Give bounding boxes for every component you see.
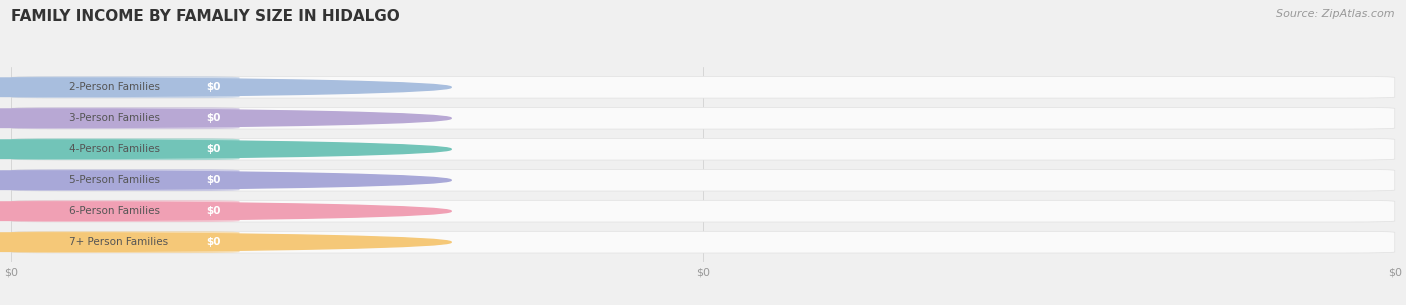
FancyBboxPatch shape xyxy=(194,141,232,158)
FancyBboxPatch shape xyxy=(11,200,1395,222)
Text: $0: $0 xyxy=(207,175,221,185)
FancyBboxPatch shape xyxy=(194,203,232,220)
Text: 5-Person Families: 5-Person Families xyxy=(69,175,160,185)
FancyBboxPatch shape xyxy=(11,138,1395,160)
Circle shape xyxy=(0,78,451,97)
Circle shape xyxy=(0,171,451,189)
Text: $0: $0 xyxy=(207,206,221,216)
FancyBboxPatch shape xyxy=(194,79,232,95)
FancyBboxPatch shape xyxy=(11,169,1395,191)
FancyBboxPatch shape xyxy=(11,231,239,253)
Text: $0: $0 xyxy=(207,237,221,247)
Circle shape xyxy=(0,233,451,251)
FancyBboxPatch shape xyxy=(11,169,239,191)
FancyBboxPatch shape xyxy=(11,76,239,98)
Circle shape xyxy=(0,109,451,127)
Text: $0: $0 xyxy=(207,144,221,154)
Text: FAMILY INCOME BY FAMALIY SIZE IN HIDALGO: FAMILY INCOME BY FAMALIY SIZE IN HIDALGO xyxy=(11,9,399,24)
FancyBboxPatch shape xyxy=(11,76,1395,98)
FancyBboxPatch shape xyxy=(11,138,239,160)
FancyBboxPatch shape xyxy=(194,172,232,188)
Circle shape xyxy=(0,202,451,221)
FancyBboxPatch shape xyxy=(11,231,1395,253)
FancyBboxPatch shape xyxy=(11,107,1395,129)
Text: 2-Person Families: 2-Person Families xyxy=(69,82,160,92)
FancyBboxPatch shape xyxy=(194,110,232,127)
FancyBboxPatch shape xyxy=(194,234,232,250)
Text: 3-Person Families: 3-Person Families xyxy=(69,113,160,123)
Text: Source: ZipAtlas.com: Source: ZipAtlas.com xyxy=(1277,9,1395,19)
FancyBboxPatch shape xyxy=(11,200,239,222)
Text: $0: $0 xyxy=(207,113,221,123)
Text: $0: $0 xyxy=(207,82,221,92)
Text: 7+ Person Families: 7+ Person Families xyxy=(69,237,169,247)
FancyBboxPatch shape xyxy=(11,107,239,129)
Text: 4-Person Families: 4-Person Families xyxy=(69,144,160,154)
Text: 6-Person Families: 6-Person Families xyxy=(69,206,160,216)
Circle shape xyxy=(0,140,451,159)
